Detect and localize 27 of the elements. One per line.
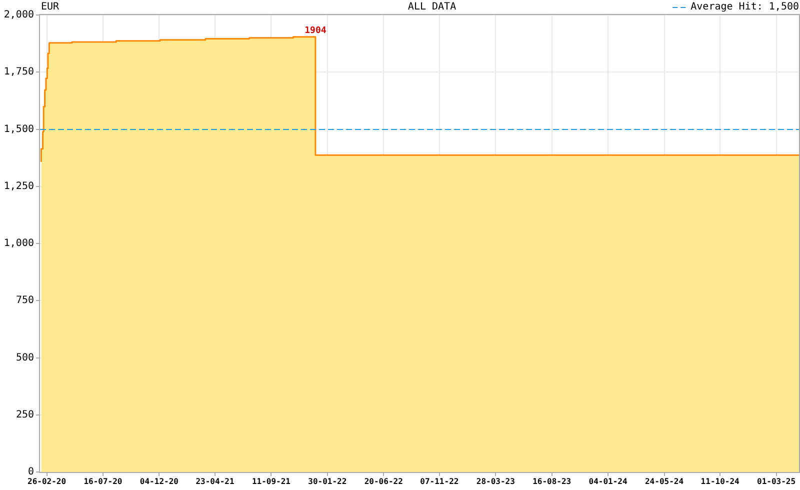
x-tick-label: 01-03-25 [757,476,796,486]
x-tick-label: 16-08-23 [532,476,572,486]
chart-title: EUR [41,2,60,13]
legend-label: Average Hit: 1,500 [690,2,800,13]
y-tick-label: 1,750 [4,66,34,78]
x-tick-label: 24-05-24 [644,476,684,486]
x-tick-label: 23-04-21 [196,476,234,486]
y-tick-label: 1,000 [4,238,34,250]
x-tick-label: 11-10-24 [700,476,740,486]
x-tick-label: 20-06-22 [364,476,404,486]
y-tick-label: 250 [16,409,34,420]
y-tick-label: 2,000 [4,10,34,21]
x-tick-label: 16-07-20 [84,476,122,486]
x-tick-label: 07-11-22 [420,476,459,486]
chart-subtitle: ALL DATA [408,2,456,13]
x-tick-label: 28-03-23 [476,476,516,486]
x-tick-label: 04-12-20 [140,476,179,486]
x-tick-label: 26-02-20 [28,476,66,486]
data-label: 1904 [304,26,327,36]
y-tick-label: 1,250 [4,180,34,192]
x-tick-label: 04-01-24 [588,476,628,486]
x-tick-label: 11-09-21 [252,476,291,486]
y-tick-label: 1,500 [4,124,34,135]
y-tick-label: 0 [28,466,34,478]
x-tick-label: 30-01-22 [308,476,347,486]
y-tick-label: 500 [16,352,34,364]
y-tick-label: 750 [16,295,34,306]
